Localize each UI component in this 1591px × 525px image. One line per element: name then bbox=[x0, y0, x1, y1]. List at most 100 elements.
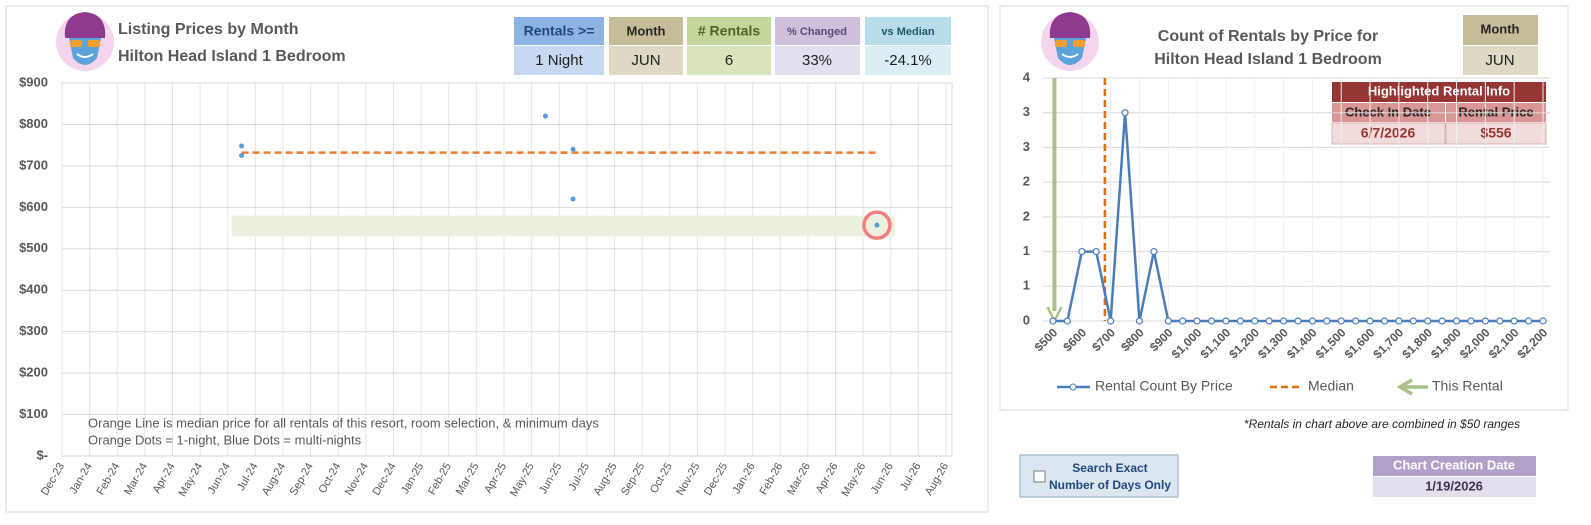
summary-header bbox=[687, 17, 771, 45]
y-tick-label: 2 bbox=[1023, 208, 1030, 223]
date-header bbox=[1373, 456, 1536, 476]
point bbox=[1481, 317, 1489, 325]
point bbox=[1308, 317, 1317, 325]
point bbox=[1467, 317, 1475, 325]
point bbox=[1496, 317, 1504, 325]
chart-subtitle: Hilton Head Island 1 Bedroom bbox=[1154, 51, 1382, 68]
table-title: Highlighted Rental Info bbox=[1368, 83, 1510, 98]
summary-value: 1 Night bbox=[535, 52, 583, 69]
summary-header bbox=[775, 17, 860, 45]
point bbox=[1251, 317, 1259, 325]
y-tick-label: $800 bbox=[19, 116, 48, 131]
y-tick-label: 1 bbox=[1023, 243, 1030, 258]
point bbox=[1452, 317, 1461, 325]
point bbox=[874, 222, 880, 228]
annotation: Orange Line is median price for all rent… bbox=[88, 415, 599, 430]
month-value: JUN bbox=[1485, 52, 1514, 69]
legend-label: Median bbox=[1308, 378, 1354, 394]
point bbox=[1294, 317, 1302, 325]
point bbox=[1092, 247, 1100, 256]
point bbox=[1438, 317, 1446, 325]
highlight-band bbox=[231, 215, 895, 237]
legend-label: Rental Count By Price bbox=[1095, 378, 1233, 394]
summary-label: % Changed bbox=[787, 26, 847, 38]
summary-label: Rentals >= bbox=[524, 23, 595, 39]
summary-header bbox=[514, 17, 604, 45]
month-header bbox=[1463, 15, 1538, 45]
point bbox=[1409, 317, 1417, 325]
month-value-box bbox=[1463, 46, 1538, 75]
point bbox=[1524, 317, 1533, 325]
search-option-label[interactable]: Search Exact Number of Days Only bbox=[1048, 461, 1172, 492]
y-tick-label: 2 bbox=[1023, 174, 1030, 189]
point bbox=[570, 196, 576, 202]
point bbox=[1510, 317, 1518, 325]
y-tick-label: $700 bbox=[19, 157, 48, 172]
point bbox=[1380, 317, 1389, 325]
y-tick-label: 4 bbox=[1023, 69, 1031, 84]
legend-swatch bbox=[1396, 378, 1428, 396]
point bbox=[239, 153, 245, 159]
legend-label: This Rental bbox=[1432, 378, 1503, 394]
highlight-ring bbox=[862, 210, 892, 240]
checkbox[interactable] bbox=[1033, 470, 1046, 483]
table-value: 6/7/2026 bbox=[1361, 125, 1416, 141]
logo bbox=[1041, 12, 1099, 71]
y-tick-label: $600 bbox=[19, 199, 48, 214]
table-header: Check In Date bbox=[1345, 104, 1431, 119]
point bbox=[239, 143, 245, 149]
y-tick-label: $500 bbox=[19, 240, 48, 255]
point bbox=[1222, 317, 1230, 325]
date-value-box bbox=[1373, 477, 1536, 497]
point bbox=[1366, 317, 1374, 325]
summary-value-box bbox=[687, 46, 771, 75]
left-panel bbox=[5, 5, 989, 513]
y-tick-label: $- bbox=[36, 447, 48, 462]
summary-label: vs Median bbox=[881, 26, 934, 38]
point bbox=[1323, 317, 1331, 325]
point bbox=[1424, 317, 1432, 325]
legend-marker bbox=[1069, 383, 1077, 391]
y-tick-label: $300 bbox=[19, 323, 48, 338]
y-tick-label: $900 bbox=[19, 74, 48, 89]
table-value: $556 bbox=[1480, 125, 1511, 141]
summary-header bbox=[609, 17, 683, 45]
point bbox=[1265, 317, 1273, 325]
chart-subtitle: Hilton Head Island 1 Bedroom bbox=[118, 48, 346, 65]
summary-label: # Rentals bbox=[698, 23, 760, 39]
search-option-box[interactable] bbox=[1019, 454, 1179, 498]
point bbox=[1395, 317, 1403, 325]
point bbox=[570, 146, 576, 152]
summary-value: 33% bbox=[802, 52, 832, 69]
summary-value: -24.1% bbox=[884, 52, 932, 69]
chart-title: Count of Rentals by Price for bbox=[1158, 28, 1378, 45]
summary-value-box bbox=[514, 46, 604, 75]
summary-value: JUN bbox=[631, 52, 660, 69]
point bbox=[1121, 109, 1129, 117]
point bbox=[1164, 317, 1172, 325]
point bbox=[542, 113, 548, 119]
logo bbox=[56, 12, 114, 71]
point bbox=[1049, 317, 1057, 325]
y-tick-label: $400 bbox=[19, 282, 48, 297]
table-cell bbox=[1445, 122, 1547, 145]
table-title-row bbox=[1332, 82, 1546, 102]
point bbox=[1279, 317, 1288, 325]
point bbox=[1352, 317, 1360, 325]
summary-value-box bbox=[865, 46, 951, 75]
month-label: Month bbox=[1481, 21, 1520, 36]
y-tick-label: 0 bbox=[1023, 312, 1030, 327]
point bbox=[1150, 247, 1158, 256]
date-label: Chart Creation Date bbox=[1393, 457, 1515, 472]
summary-value-box bbox=[609, 46, 683, 75]
point bbox=[1135, 317, 1144, 325]
summary-value-box bbox=[775, 46, 860, 75]
summary-label: Month bbox=[627, 23, 666, 38]
summary-value: 6 bbox=[725, 52, 733, 69]
table-header: Rental Price bbox=[1458, 104, 1533, 119]
table-cell bbox=[1331, 122, 1446, 145]
y-tick-label: 3 bbox=[1023, 104, 1030, 119]
point bbox=[1193, 317, 1201, 325]
